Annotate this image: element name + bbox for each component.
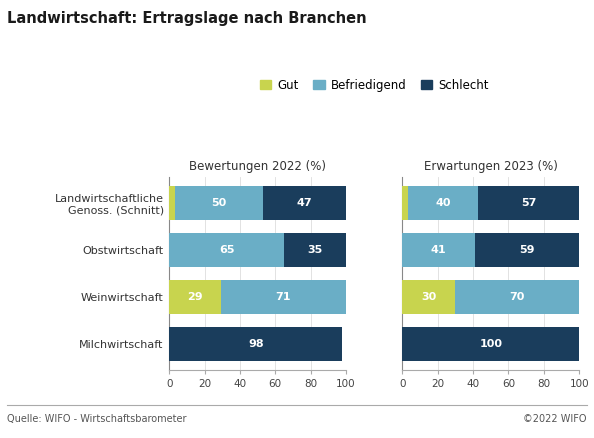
Bar — [403, 186, 408, 220]
Title: Bewertungen 2022 (%): Bewertungen 2022 (%) — [189, 160, 326, 173]
Text: Landwirtschaft: Ertragslage nach Branchen: Landwirtschaft: Ertragslage nach Branche… — [7, 11, 366, 26]
Text: 35: 35 — [308, 245, 323, 255]
Bar — [456, 280, 579, 314]
Bar — [263, 186, 346, 220]
Bar — [403, 233, 475, 267]
Text: 59: 59 — [519, 245, 535, 255]
Text: 41: 41 — [431, 245, 447, 255]
Title: Erwartungen 2023 (%): Erwartungen 2023 (%) — [424, 160, 558, 173]
Text: 98: 98 — [248, 339, 264, 349]
Text: 30: 30 — [421, 292, 437, 302]
Text: 65: 65 — [219, 245, 235, 255]
Bar — [169, 186, 175, 220]
Bar — [475, 233, 579, 267]
Text: 71: 71 — [276, 292, 291, 302]
Bar — [478, 186, 579, 220]
Bar — [403, 280, 456, 314]
Text: 57: 57 — [521, 198, 536, 208]
Legend: Gut, Befriedigend, Schlecht: Gut, Befriedigend, Schlecht — [255, 74, 494, 96]
Bar — [175, 186, 263, 220]
Bar — [169, 327, 342, 361]
Bar — [220, 280, 346, 314]
Text: 47: 47 — [296, 198, 312, 208]
Text: 70: 70 — [510, 292, 525, 302]
Bar — [169, 233, 284, 267]
Bar — [284, 233, 346, 267]
Text: 29: 29 — [187, 292, 203, 302]
Bar — [408, 186, 478, 220]
Text: 40: 40 — [435, 198, 451, 208]
Bar — [169, 280, 220, 314]
Text: 100: 100 — [479, 339, 503, 349]
Text: 50: 50 — [211, 198, 226, 208]
Text: Quelle: WIFO - Wirtschaftsbarometer: Quelle: WIFO - Wirtschaftsbarometer — [7, 414, 187, 424]
Text: ©2022 WIFO: ©2022 WIFO — [523, 414, 587, 424]
Bar — [403, 327, 579, 361]
